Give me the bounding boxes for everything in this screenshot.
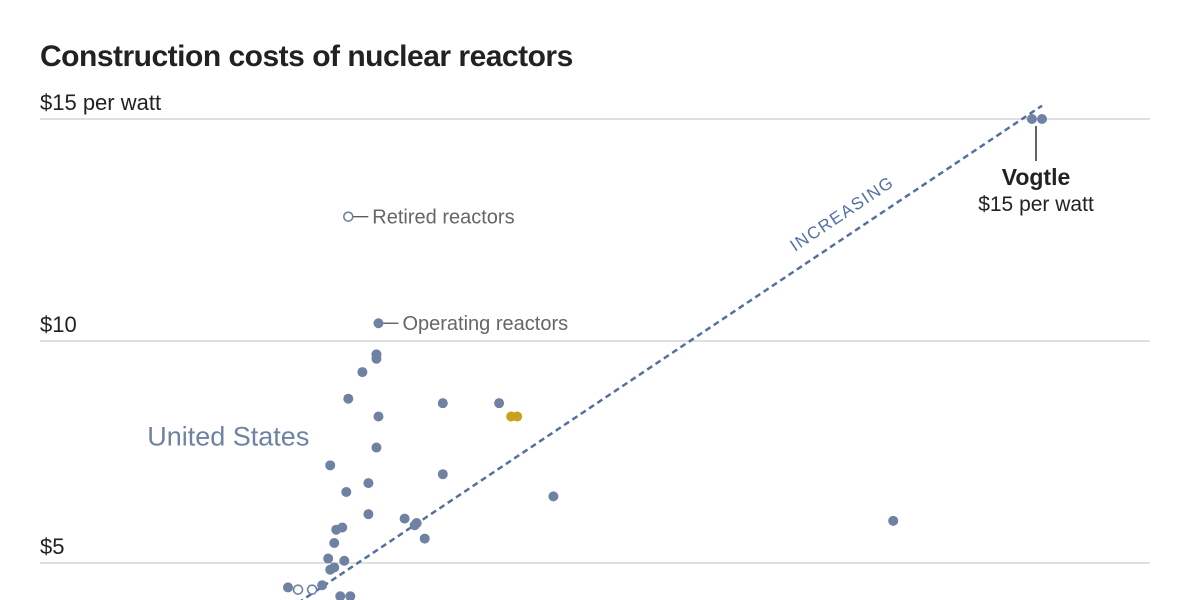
data-point-operating — [345, 591, 356, 600]
legend: Retired reactors Operating reactors — [343, 207, 568, 335]
y-tick-label: $10 — [40, 312, 77, 337]
legend-label-operating: Operating reactors — [402, 313, 568, 335]
grid-layer — [40, 118, 1150, 564]
data-point-operating — [548, 491, 559, 502]
data-point-operating — [363, 478, 374, 489]
y-tick-label: $5 — [40, 534, 64, 559]
data-point-operating — [343, 393, 354, 404]
data-point-operating — [323, 553, 334, 564]
chart-title: Construction costs of nuclear reactors — [40, 40, 573, 73]
data-point-operating — [399, 513, 410, 524]
y-tick-label: $15 per watt — [40, 90, 161, 115]
region-label: United States — [147, 422, 309, 452]
data-point-operating — [1037, 114, 1047, 124]
data-point-operating — [437, 469, 448, 480]
data-points — [282, 114, 1047, 600]
legend-label-retired: Retired reactors — [372, 207, 514, 229]
data-point-retired — [292, 584, 304, 595]
trend-line — [300, 104, 1043, 600]
data-point-operating — [437, 398, 448, 409]
data-point-operating — [371, 353, 382, 364]
legend-marker-retired — [343, 211, 354, 222]
data-point-operating — [331, 524, 342, 535]
data-point-operating — [494, 398, 505, 409]
data-point-operating — [329, 538, 340, 549]
data-point-operating — [357, 367, 368, 378]
data-point-operating — [282, 582, 293, 593]
data-point-operating — [371, 442, 382, 453]
data-point-operating — [317, 580, 328, 591]
data-point-operating — [325, 564, 336, 575]
data-point-operating — [363, 509, 374, 520]
data-point-operating — [419, 533, 430, 544]
data-point-operating — [325, 460, 336, 471]
legend-marker-operating — [373, 318, 384, 329]
data-point-operating — [341, 486, 352, 497]
annotations: Vogtle $15 per watt — [978, 126, 1094, 216]
annotation-name: Vogtle — [1002, 164, 1071, 190]
annotation-value: $15 per watt — [978, 193, 1094, 216]
data-point-operating — [409, 520, 420, 531]
data-point-operating — [888, 515, 899, 526]
y-tick-labels: $15 per watt $10 $5 — [40, 90, 161, 559]
data-point-other — [512, 411, 523, 422]
data-point-retired — [306, 584, 318, 595]
data-point-operating — [335, 591, 346, 600]
data-point-operating — [1026, 114, 1037, 124]
data-point-operating — [339, 555, 350, 566]
data-point-operating — [373, 411, 384, 422]
